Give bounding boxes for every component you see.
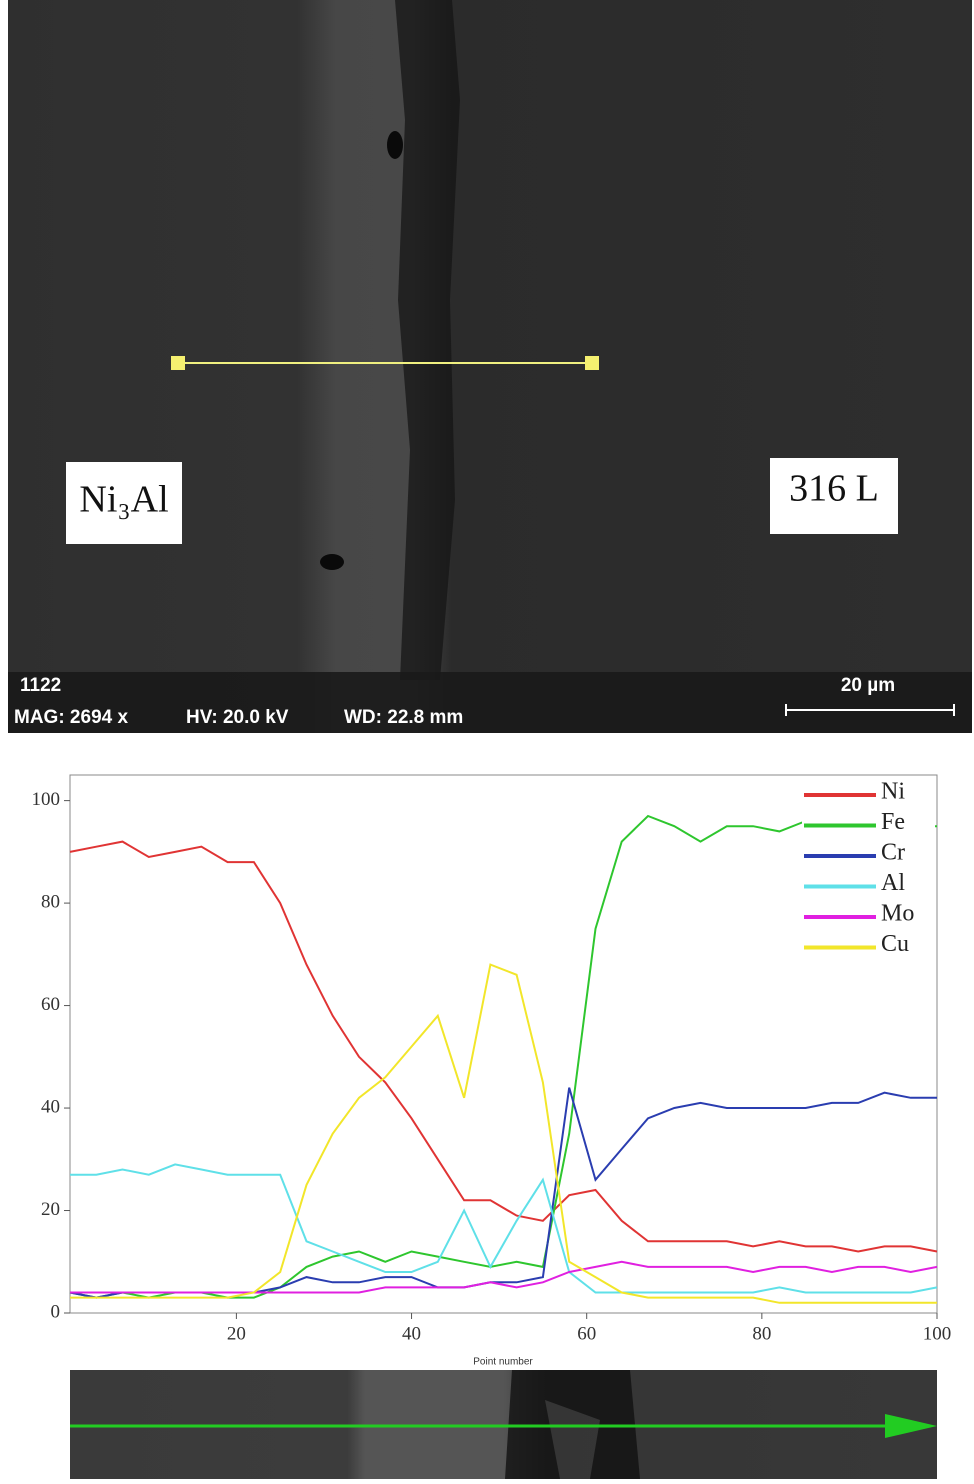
legend-label: Al xyxy=(881,870,905,896)
series-line xyxy=(70,1163,938,1294)
legend-box xyxy=(802,779,935,963)
plot-frame xyxy=(69,774,938,1314)
phase-label: 316 L xyxy=(789,468,879,510)
y-tick-label: 0 xyxy=(51,1301,61,1322)
series-line xyxy=(70,963,937,1304)
strip-feature xyxy=(505,1370,640,1479)
x-tick-label: 40 xyxy=(402,1323,421,1344)
working-distance: WD: 22.8 mm xyxy=(344,707,463,728)
sem-crack xyxy=(395,0,460,680)
x-tick-label: 100 xyxy=(923,1323,952,1344)
legend-label: Cu xyxy=(881,931,909,957)
series-line xyxy=(70,1260,938,1294)
series-line xyxy=(69,814,937,1299)
phase-label: Ni₃Al xyxy=(79,479,168,521)
scale-label: 20 µm xyxy=(841,675,895,696)
y-tick-label: 100 xyxy=(32,789,61,810)
legend-label: Fe xyxy=(881,809,905,835)
y-tick-label: 40 xyxy=(41,1096,60,1117)
x-tick-label: 20 xyxy=(227,1323,246,1344)
sem-background xyxy=(8,0,972,733)
voltage: HV: 20.0 kV xyxy=(186,707,289,728)
scale-bar xyxy=(785,704,955,716)
image-id: 1122 xyxy=(20,675,61,696)
sem-pore xyxy=(387,131,403,159)
x-axis-label: Point number xyxy=(473,1357,533,1368)
legend-label: Mo xyxy=(881,901,914,927)
sem-info-bar xyxy=(8,672,972,733)
label-box xyxy=(770,458,898,534)
magnification: MAG: 2694 x xyxy=(14,707,128,728)
legend-label: Ni xyxy=(881,779,905,805)
sem-pore xyxy=(320,554,344,570)
series-line xyxy=(69,1087,937,1299)
scan-start xyxy=(171,356,185,370)
x-tick-label: 80 xyxy=(752,1323,771,1344)
strip-arrow xyxy=(885,1414,937,1438)
strip-image xyxy=(70,1370,937,1479)
x-tick-label: 60 xyxy=(577,1323,596,1344)
sem-image: Ni₃Al 316 L 1122 MAG: 2694 x HV: 20.0 kV… xyxy=(8,0,972,733)
y-tick-label: 20 xyxy=(41,1199,60,1220)
scan-end xyxy=(585,356,599,370)
label-box xyxy=(66,462,182,544)
legend-label: Cr xyxy=(881,840,905,866)
series-line xyxy=(69,840,938,1253)
y-tick-label: 80 xyxy=(41,891,60,912)
y-tick-label: 60 xyxy=(41,994,60,1015)
line-chart: Point number 0 20 40 60 80 100 20 40 60 80 100 Ni Fe… xyxy=(32,774,952,1368)
